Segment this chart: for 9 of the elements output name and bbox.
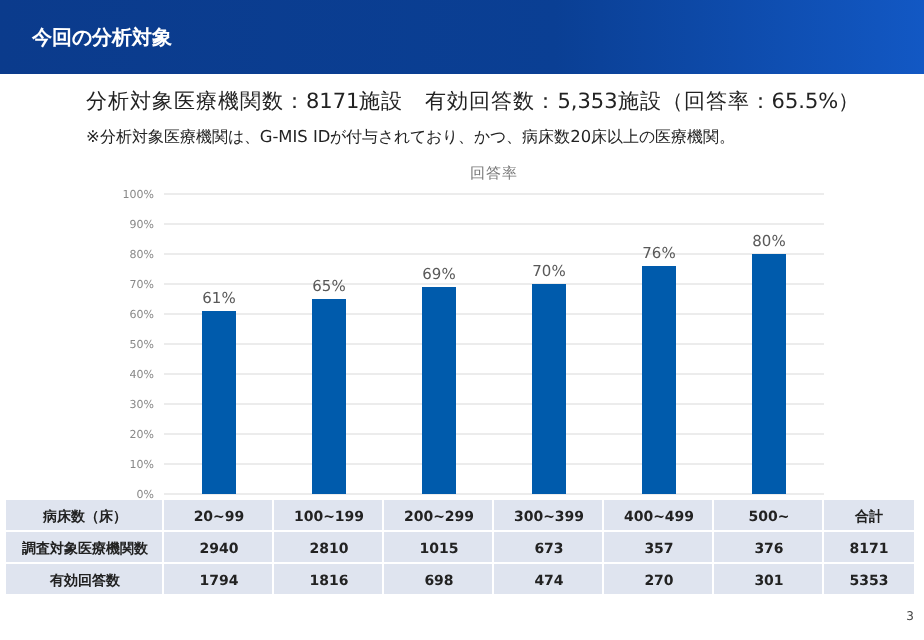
text: 分析対象医療機関数：8171施設 有効回答数：5,353施設（回答率：65.5%） [86, 88, 861, 114]
bar [532, 284, 566, 494]
bar [752, 254, 786, 494]
bar [202, 311, 236, 494]
bar [312, 299, 346, 494]
bar [422, 287, 456, 494]
text: 今回の分析対象 [30, 26, 172, 50]
text: ※分析対象医療機関は、G-MIS IDが付与されており、かつ、病床数20床以上の医療機関。 [86, 126, 736, 146]
bar [642, 266, 676, 494]
